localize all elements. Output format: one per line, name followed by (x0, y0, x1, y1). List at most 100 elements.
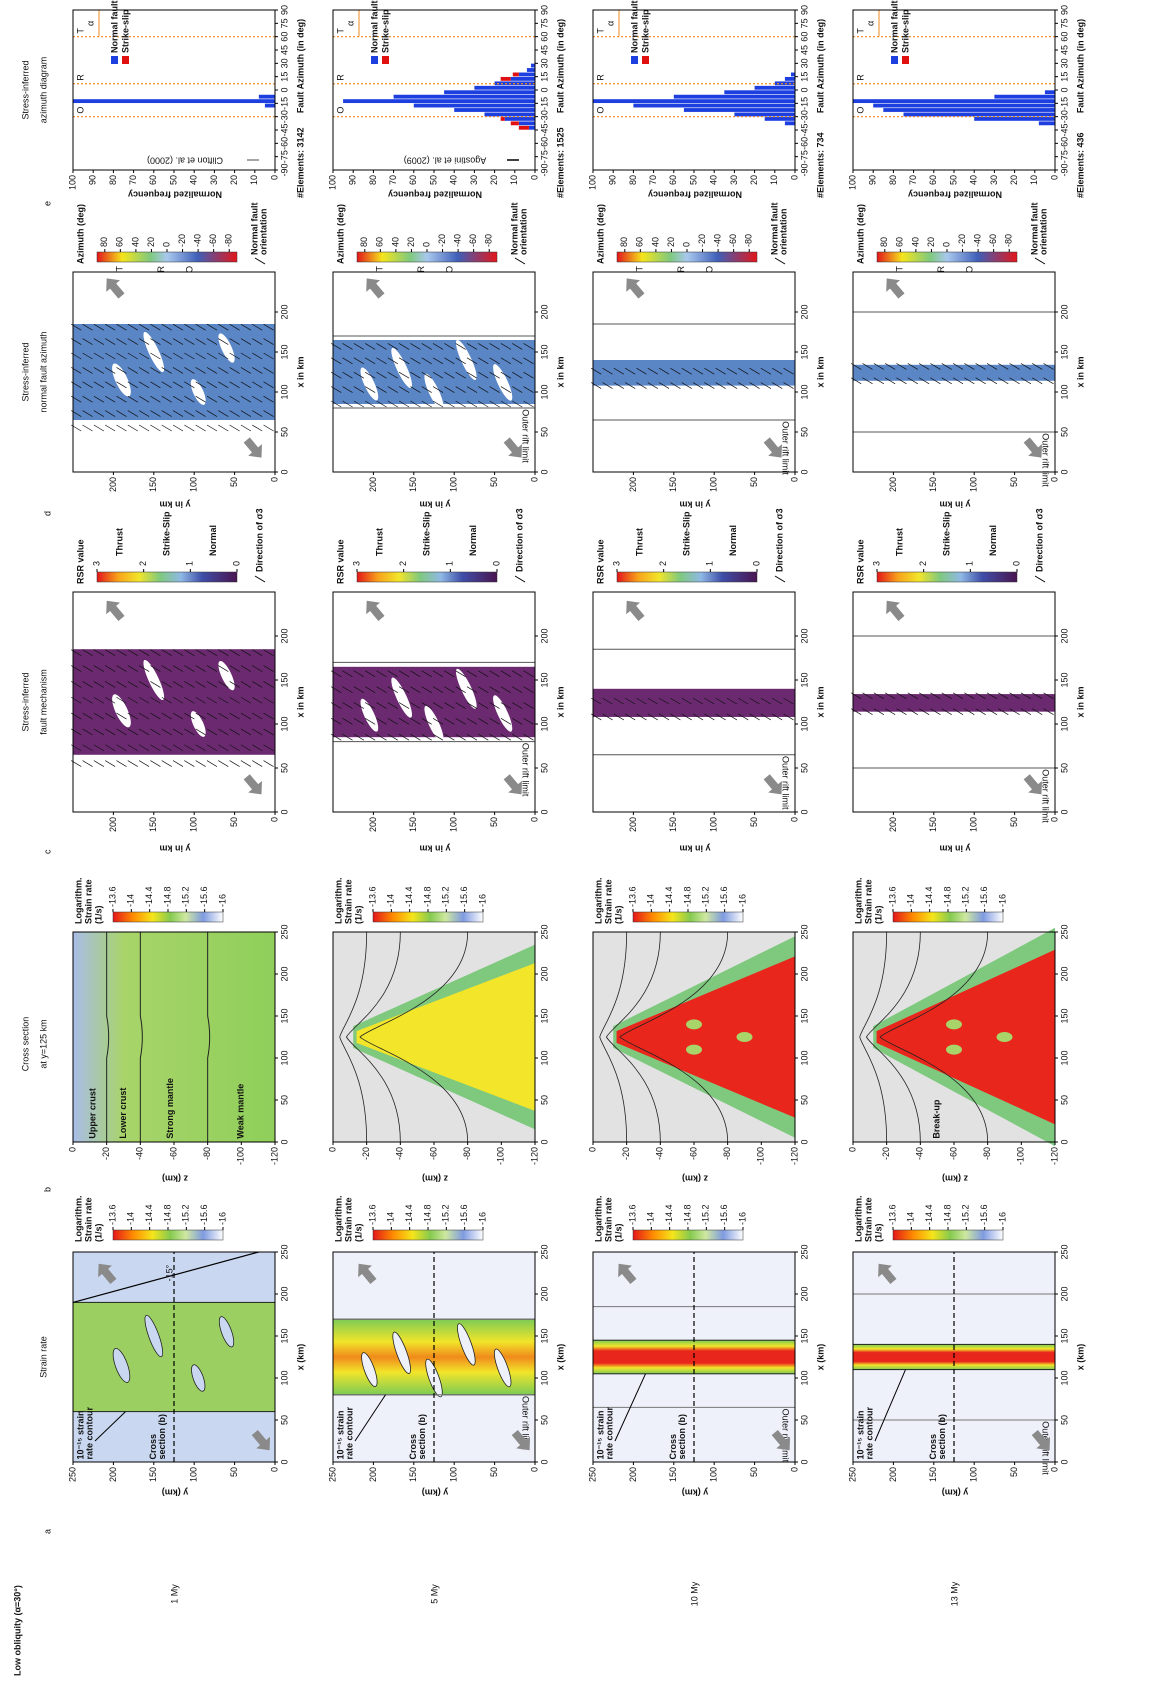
fault-tick (760, 713, 772, 721)
fault-tick (127, 410, 138, 417)
axis-title: x (km) (815, 1344, 825, 1371)
fault-tick (229, 367, 240, 374)
fault-tick (229, 381, 240, 389)
x-tick-label: 30 (539, 58, 549, 68)
colorbar-tick-label: 60 (635, 237, 645, 247)
bar-normal (73, 99, 275, 104)
fault-tick (1020, 708, 1032, 715)
y-tick-label: 50 (489, 477, 499, 487)
axis-title: x (km) (1075, 1344, 1085, 1371)
x-tick-label: 45 (279, 45, 289, 55)
x-tick-label: 50 (1059, 427, 1069, 437)
x-tick-label: -30 (799, 110, 809, 123)
regime-label: Normal (728, 525, 738, 556)
bar-normal (994, 94, 1056, 99)
fault-tick (364, 371, 376, 379)
band-hole (112, 363, 131, 397)
colorbar-note: Direction of σ3 (1034, 508, 1044, 572)
layer-boundary (619, 931, 729, 1143)
y-tick-label: 100 (847, 175, 857, 190)
fault-tick (252, 424, 263, 432)
colorbar-tick-label: -15.6 (719, 1204, 729, 1225)
colorbar (876, 251, 1018, 263)
fault-tick (82, 352, 93, 360)
fault-tick (896, 377, 907, 385)
contour-label: rate contour (604, 1406, 614, 1459)
x-tick-label: 150 (1059, 1008, 1069, 1023)
fault-tick (478, 733, 489, 741)
fault-tick (116, 381, 127, 389)
y-tick-label: 50 (749, 817, 759, 827)
bar-normal (790, 72, 796, 77)
fault-tick (116, 424, 127, 432)
x-tick-label: 200 (1059, 966, 1069, 981)
y-tick-label: 100 (587, 175, 597, 190)
fault-tick (624, 382, 636, 389)
fault-tick (116, 744, 127, 752)
fault-tick (206, 352, 218, 360)
arrow-shape (1023, 437, 1042, 458)
colorbar-tick-label: 1 (445, 561, 455, 566)
fault-tick (760, 382, 772, 389)
x-tick-label: -60 (279, 137, 289, 150)
fault-tick (602, 367, 613, 375)
colorbar-marker: T (895, 266, 905, 272)
panel-letter: c (42, 849, 52, 854)
fault-tick (240, 410, 252, 417)
x-tick-label: 250 (799, 924, 809, 939)
contour-pointer (94, 1411, 126, 1442)
stretch-arrow (106, 600, 125, 621)
axis-title: y (km) (942, 1488, 969, 1498)
colorbar-tick-label: -16 (217, 1212, 227, 1225)
rift-label: Outer rift limit (781, 421, 791, 475)
fault-tick (104, 424, 116, 432)
alpha-label: α (865, 21, 875, 26)
fault-tick (704, 382, 715, 389)
fault-tick (500, 400, 512, 408)
fault-tick (376, 371, 387, 379)
fault-tick (116, 760, 127, 767)
colorbar-tick-label: -13.6 (107, 886, 117, 907)
fault-tick (523, 702, 534, 709)
fault-tick (206, 381, 218, 389)
fault-tick (82, 744, 93, 752)
fault-tick (478, 371, 489, 379)
colorbar-marker: R (676, 266, 686, 273)
y-tick-label: 60 (148, 175, 158, 185)
panel-title: normal fault azimuth (38, 331, 48, 412)
fault-tick (432, 718, 444, 725)
colorbar-tick-label: 40 (650, 237, 660, 247)
cross-section-label: Cross (408, 1434, 418, 1460)
x-tick-label: 50 (1059, 1415, 1069, 1425)
fault-tick (444, 686, 455, 693)
colorbar-tick-label: -40 (192, 234, 202, 247)
x-tick-label: 100 (1059, 1050, 1069, 1065)
fault-tick (1032, 692, 1043, 700)
bar-normal (526, 68, 535, 72)
cross-section-label: Cross (928, 1434, 938, 1460)
colorbar-tick-label: -60 (728, 234, 738, 247)
axis-title: y (km) (422, 1488, 449, 1498)
colorbar (876, 571, 1018, 583)
y-tick-label: 100 (449, 817, 459, 832)
x-tick-label: 75 (279, 18, 289, 28)
stretch-arrow (626, 600, 645, 621)
contour-pointer (354, 1394, 386, 1442)
y-tick-label: 200 (888, 1467, 898, 1482)
layer-boundary (346, 931, 401, 1143)
colorbar-title: Strain rate (83, 879, 93, 924)
regime-label: Thrust (115, 528, 125, 556)
fault-tick (376, 718, 387, 725)
colorbar-tick-label: -14.8 (162, 1204, 172, 1225)
fault-tick (444, 357, 455, 365)
alpha-label: α (605, 21, 615, 26)
fault-tick (184, 338, 195, 345)
fault-tick (195, 649, 206, 657)
y-tick-label: 200 (368, 477, 378, 492)
fault-tick (172, 367, 184, 374)
fault-tick (478, 357, 489, 365)
fault-tick (218, 649, 229, 657)
colorbar-tick-label: -14.4 (404, 1204, 414, 1225)
fault-tick (512, 371, 523, 379)
x-tick-label: 0 (799, 1139, 809, 1144)
